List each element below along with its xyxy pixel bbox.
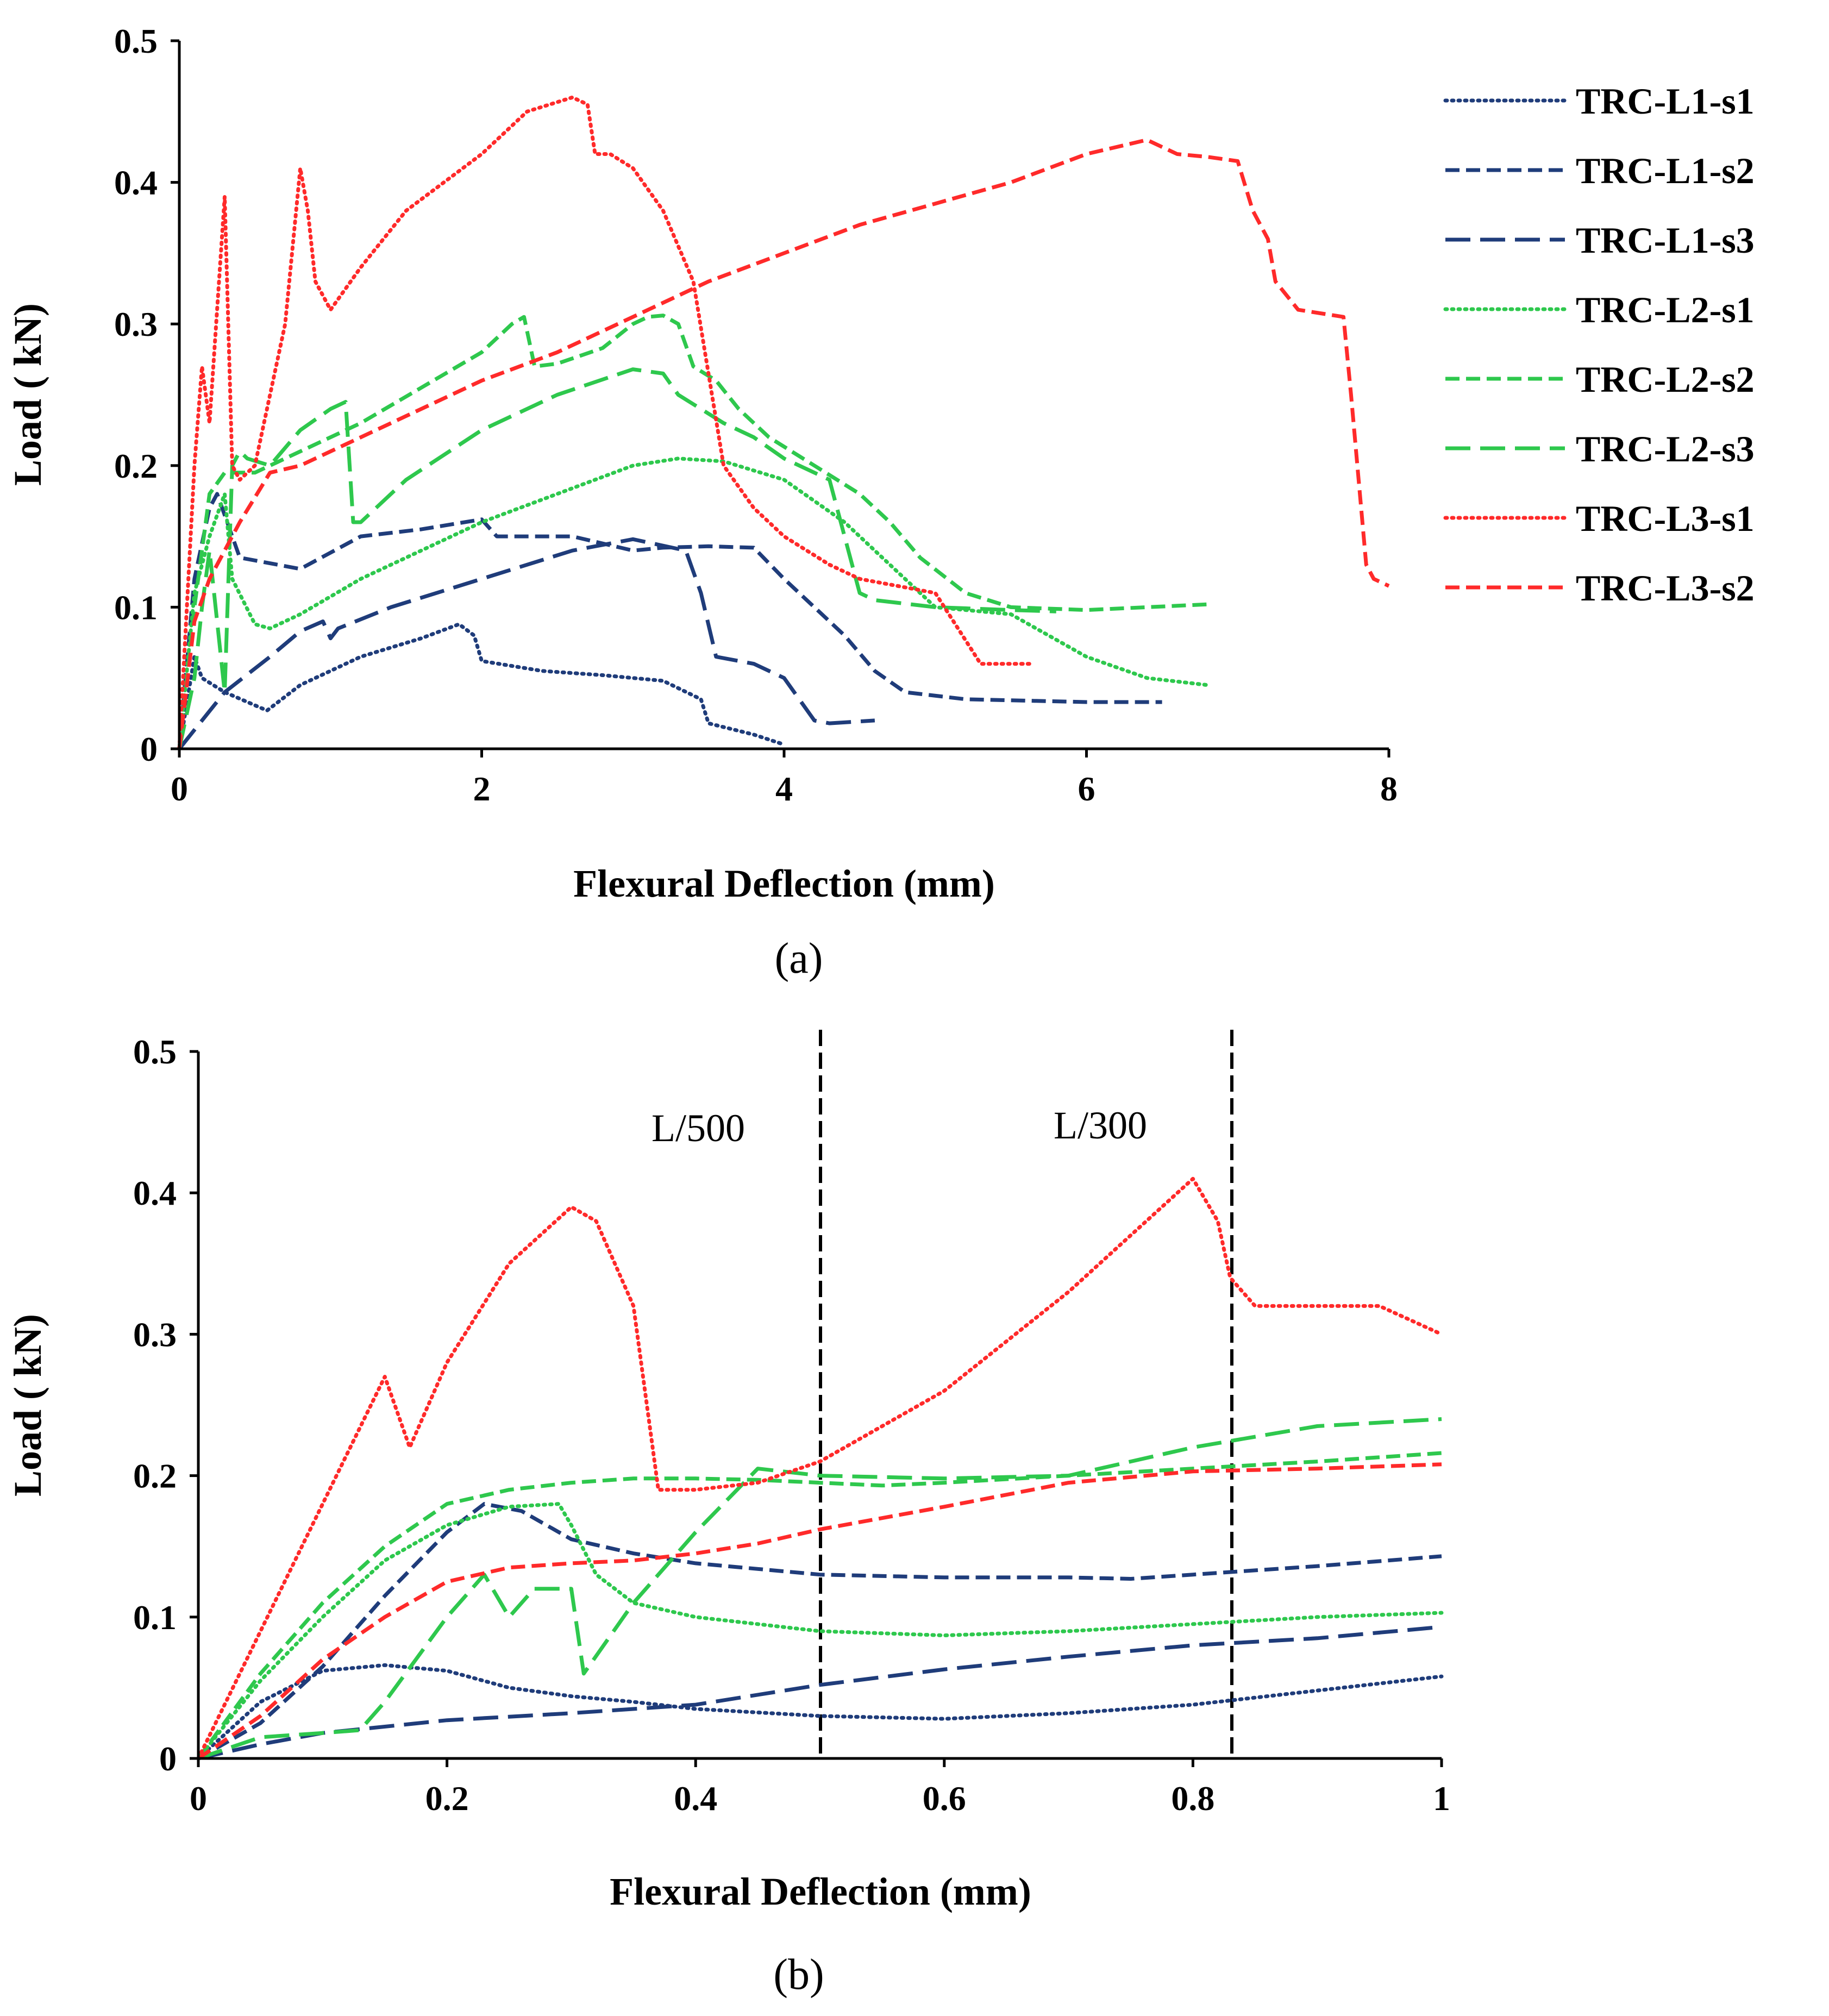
panel-a-series-trc-l1-s3 bbox=[178, 537, 875, 750]
panel-a-series-trc-l2-s1 bbox=[177, 456, 1210, 751]
panel-b-y-tick-label: 0.2 bbox=[133, 1457, 177, 1495]
legend-label-trc-l1-s3: TRC-L1-s3 bbox=[1576, 220, 1755, 261]
legend-label-trc-l3-s2: TRC-L3-s2 bbox=[1576, 567, 1755, 609]
panel-b-y-tick-label: 0.5 bbox=[133, 1032, 177, 1071]
panel-a-series-group bbox=[177, 95, 1390, 751]
panel-a-y-tick-label: 0.5 bbox=[114, 22, 158, 60]
panel-b-series-trc-l1-s1 bbox=[196, 1663, 1444, 1761]
panel-a-y-tick-label: 0.1 bbox=[114, 588, 158, 627]
panel-a-y-tick-label: 0.4 bbox=[114, 164, 158, 202]
legend-label-trc-l1-s1: TRC-L1-s1 bbox=[1576, 80, 1755, 122]
legend-label-trc-l1-s2: TRC-L1-s2 bbox=[1576, 150, 1755, 191]
panel-b-series-trc-l2-s3 bbox=[197, 1417, 1442, 1761]
legend: TRC-L1-s1 TRC-L1-s2 TRC-L1-s3 TRC-L2-s1 TRC-… bbox=[1443, 80, 1755, 609]
panel-a-ticks: 0 2 4 6 8 0 0.1 0.2 0.3 0.4 0.5 bbox=[114, 22, 1398, 808]
panel-a-series-trc-l3-s2 bbox=[177, 137, 1390, 749]
panel-a-series-trc-l2-s3 bbox=[177, 367, 1056, 749]
panel-b-y-tick-label: 0.3 bbox=[133, 1315, 177, 1354]
panel-a-x-tick-label: 4 bbox=[775, 769, 793, 808]
panel-a-y-tick-label: 0 bbox=[140, 730, 158, 768]
panel-a-series-trc-l2-s2 bbox=[177, 314, 1208, 749]
legend-label-trc-l3-s1: TRC-L3-s1 bbox=[1576, 498, 1755, 539]
panel-b-x-tick-label: 0 bbox=[190, 1779, 207, 1818]
panel-b-y-tick-label: 0.4 bbox=[133, 1174, 177, 1212]
panel-a-y-tick-label: 0.3 bbox=[114, 305, 158, 343]
panel-a-caption: (a) bbox=[775, 935, 823, 982]
legend-label-trc-l2-s3: TRC-L2-s3 bbox=[1576, 428, 1755, 469]
panel-b-x-tick-label: 0.4 bbox=[674, 1779, 717, 1818]
panel-b-x-tick-label: 1 bbox=[1433, 1779, 1450, 1818]
panel-b-x-axis-title: Flexural Deflection (mm) bbox=[610, 1870, 1031, 1913]
legend-label-trc-l2-s2: TRC-L2-s2 bbox=[1576, 359, 1755, 400]
panel-a-y-axis-title: Load ( kN) bbox=[6, 303, 49, 486]
annotation-l300: L/300 bbox=[1054, 1104, 1147, 1147]
panel-a-series-trc-l1-s1 bbox=[177, 622, 786, 751]
panel-b-x-tick-label: 0.8 bbox=[1171, 1779, 1214, 1818]
panel-b-series-trc-l3-s1 bbox=[196, 1176, 1444, 1761]
panel-b-series-group bbox=[196, 1176, 1444, 1761]
panel-b-series-trc-l2-s2 bbox=[197, 1451, 1442, 1760]
panel-a-series-trc-l1-s2 bbox=[177, 492, 1162, 749]
panel-a-x-tick-label: 2 bbox=[473, 769, 491, 808]
panel-a-x-axis-title: Flexural Deflection (mm) bbox=[573, 862, 995, 905]
panel-b-series-trc-l1-s2 bbox=[197, 1502, 1442, 1761]
panel-b-x-tick-label: 0.2 bbox=[425, 1779, 469, 1818]
panel-b-y-tick-label: 0 bbox=[159, 1739, 177, 1778]
panel-b: 0 0.2 0.4 0.6 0.8 1 0 0.1 0.2 0.3 0.4 0.5 L/500 L/3… bbox=[6, 1030, 1450, 1999]
panel-b-x-tick-label: 0.6 bbox=[923, 1779, 966, 1818]
panel-a: 0 2 4 6 8 0 0.1 0.2 0.3 0.4 0.5 Flexural Deflectio… bbox=[6, 22, 1755, 982]
panel-a-x-tick-label: 6 bbox=[1078, 769, 1095, 808]
panel-b-series-trc-l2-s1 bbox=[196, 1502, 1444, 1761]
panel-b-caption: (b) bbox=[773, 1951, 824, 1999]
annotation-l500: L/500 bbox=[652, 1106, 745, 1150]
panel-a-y-tick-label: 0.2 bbox=[114, 447, 158, 485]
panel-a-series-trc-l3-s1 bbox=[177, 95, 1036, 751]
panel-b-ticks: 0 0.2 0.4 0.6 0.8 1 0 0.1 0.2 0.3 0.4 0.5 bbox=[133, 1032, 1450, 1818]
legend-label-trc-l2-s1: TRC-L2-s1 bbox=[1576, 289, 1755, 330]
panel-a-x-tick-label: 8 bbox=[1380, 769, 1398, 808]
panel-b-series-trc-l3-s2 bbox=[197, 1462, 1442, 1760]
panel-a-x-tick-label: 0 bbox=[171, 769, 188, 808]
panel-b-y-tick-label: 0.1 bbox=[133, 1598, 177, 1637]
panel-b-y-axis-title: Load ( kN) bbox=[6, 1314, 49, 1497]
